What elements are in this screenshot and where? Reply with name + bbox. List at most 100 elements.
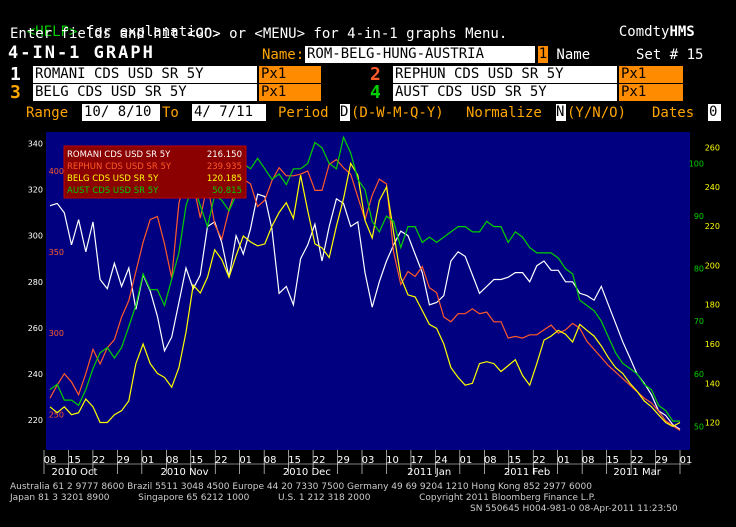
name-label: Name: [262, 47, 305, 63]
x-month-label: 2011 Mar [613, 467, 661, 478]
x-tick-label: 15 [288, 455, 301, 466]
y-tick-red_left: 350 [49, 248, 64, 257]
security-2-num: 2 [370, 64, 381, 85]
dates-field[interactable]: 0 [708, 104, 721, 121]
brand-prefix: Comdty [618, 24, 670, 40]
y-tick-yellow_right: 260 [705, 144, 720, 153]
help-key[interactable]: <HELP> [26, 24, 78, 40]
y-tick-yellow_right: 160 [705, 340, 720, 349]
y-tick-white_left: 320 [28, 186, 43, 195]
x-tick-label: 22 [93, 455, 106, 466]
legend-series-name: ROMANI CDS USD SR 5Y [67, 150, 171, 160]
legend-series-value: 239.935 [207, 162, 242, 172]
x-tick-label: 29 [655, 455, 668, 466]
y-tick-red_left: 400 [49, 167, 64, 176]
security-4-num: 4 [370, 82, 381, 103]
legend-series-name: AUST CDS USD SR 5Y [67, 186, 159, 196]
series-line-4 [49, 135, 680, 422]
x-tick-label: 08 [484, 455, 497, 466]
series-line-3 [49, 161, 681, 428]
help-text: for explanation. [77, 24, 221, 40]
name-suffix: Name [548, 47, 591, 63]
range-label: Range [26, 105, 69, 121]
dates-label: Dates [652, 105, 695, 121]
normalize-label: Normalize [466, 105, 542, 121]
y-tick-red_left: 300 [49, 329, 64, 338]
x-tick-label: 24 [435, 455, 448, 466]
y-tick-yellow_right: 240 [705, 183, 720, 192]
y-tick-green_right: 70 [694, 317, 704, 326]
x-month-label: 2010 Dec [283, 467, 331, 478]
graph-panel: 220 240 260 280 300 320 340 250 300 350 400 120 140 1… [8, 124, 728, 522]
to-label: To [162, 105, 179, 121]
x-tick-label: 01 [141, 455, 154, 466]
x-tick-label: 01 [459, 455, 472, 466]
x-tick-label: 01 [239, 455, 252, 466]
x-tick-label: 08 [264, 455, 277, 466]
legend-series-value: 216.150 [207, 150, 242, 160]
set-label: Set # 15 [636, 47, 704, 63]
period-label: Period [278, 105, 329, 121]
x-tick-label: 15 [606, 455, 619, 466]
normalize-field[interactable]: N [556, 104, 566, 121]
security-3-field[interactable]: BELG CDS USD SR 5Y [33, 84, 257, 101]
y-tick-green_right: 90 [694, 212, 704, 221]
x-tick-label: 15 [190, 455, 203, 466]
security-1-field[interactable]: ROMANI CDS USD SR 5Y [33, 66, 257, 83]
x-month-label: 2010 Oct [52, 467, 98, 478]
security-2-field[interactable]: REPHUN CDS USD SR 5Y [393, 66, 617, 83]
security-2-px[interactable]: Px1 [619, 66, 683, 83]
y-tick-yellow_right: 120 [705, 419, 720, 428]
x-tick-label: 17 [411, 455, 424, 466]
brand-code: HMS [669, 24, 695, 40]
x-tick-label: 22 [631, 455, 644, 466]
security-4-px[interactable]: Px1 [619, 84, 683, 101]
security-1-num: 1 [10, 64, 21, 85]
legend-series-value: 120.185 [207, 174, 242, 184]
x-month-label: 2011 Feb [504, 467, 550, 478]
security-3-num: 3 [10, 82, 21, 103]
y-tick-yellow_right: 140 [705, 379, 720, 388]
name-num-field[interactable]: 1 [538, 46, 548, 63]
x-tick-label: 15 [68, 455, 81, 466]
y-tick-yellow_right: 180 [705, 301, 720, 310]
x-tick-label: 15 [508, 455, 521, 466]
footer-contacts: Australia 61 2 9777 8600 Brazil 5511 304… [10, 482, 592, 492]
security-4-field[interactable]: AUST CDS USD SR 5Y [393, 84, 617, 101]
help-line: <HELP> for explanation. [10, 8, 221, 40]
footer-stamp: SN 550645 H004-981-0 08-Apr-2011 11:23:5… [470, 504, 678, 514]
legend-box [63, 145, 247, 199]
y-tick-white_left: 280 [28, 278, 43, 287]
x-tick-label: 22 [215, 455, 228, 466]
security-3-px[interactable]: Px1 [259, 84, 321, 101]
y-tick-white_left: 240 [28, 370, 43, 379]
footer-contacts-2: Japan 81 3 3201 8900 Singapore 65 6212 1… [10, 493, 596, 503]
y-tick-white_left: 260 [28, 324, 43, 333]
x-tick-label: 01 [557, 455, 570, 466]
y-tick-white_left: 340 [28, 140, 43, 149]
normalize-options: (Y/N/O) [567, 105, 627, 121]
legend-series-name: REPHUN CDS USD SR 5Y [67, 162, 172, 172]
y-tick-green_right: 100 [689, 160, 704, 169]
x-tick-label: 08 [582, 455, 595, 466]
legend-series-name: BELG CDS USD SR 5Y [67, 174, 159, 184]
y-tick-red_left: 250 [49, 410, 64, 419]
y-tick-yellow_right: 200 [705, 261, 720, 270]
security-1-px[interactable]: Px1 [259, 66, 321, 83]
y-tick-white_left: 300 [28, 232, 43, 241]
x-tick-label: 01 [680, 455, 693, 466]
x-tick-label: 08 [44, 455, 57, 466]
y-tick-green_right: 60 [694, 370, 704, 379]
y-tick-green_right: 80 [694, 265, 704, 274]
range-bar: Range 10/ 8/10 To 4/ 7/11 Period D (D-W-… [8, 103, 728, 122]
page-title: 4-IN-1 GRAPH [8, 43, 155, 63]
x-tick-label: 29 [117, 455, 130, 466]
range-end-field[interactable]: 4/ 7/11 [192, 104, 266, 121]
name-field[interactable]: ROM-BELG-HUNG-AUSTRIA [305, 46, 535, 63]
series-line-1 [49, 193, 681, 430]
period-field[interactable]: D [340, 104, 350, 121]
x-tick-label: 10 [386, 455, 399, 466]
x-tick-label: 29 [337, 455, 350, 466]
x-tick-label: 22 [533, 455, 546, 466]
range-start-field[interactable]: 10/ 8/10 [82, 104, 160, 121]
